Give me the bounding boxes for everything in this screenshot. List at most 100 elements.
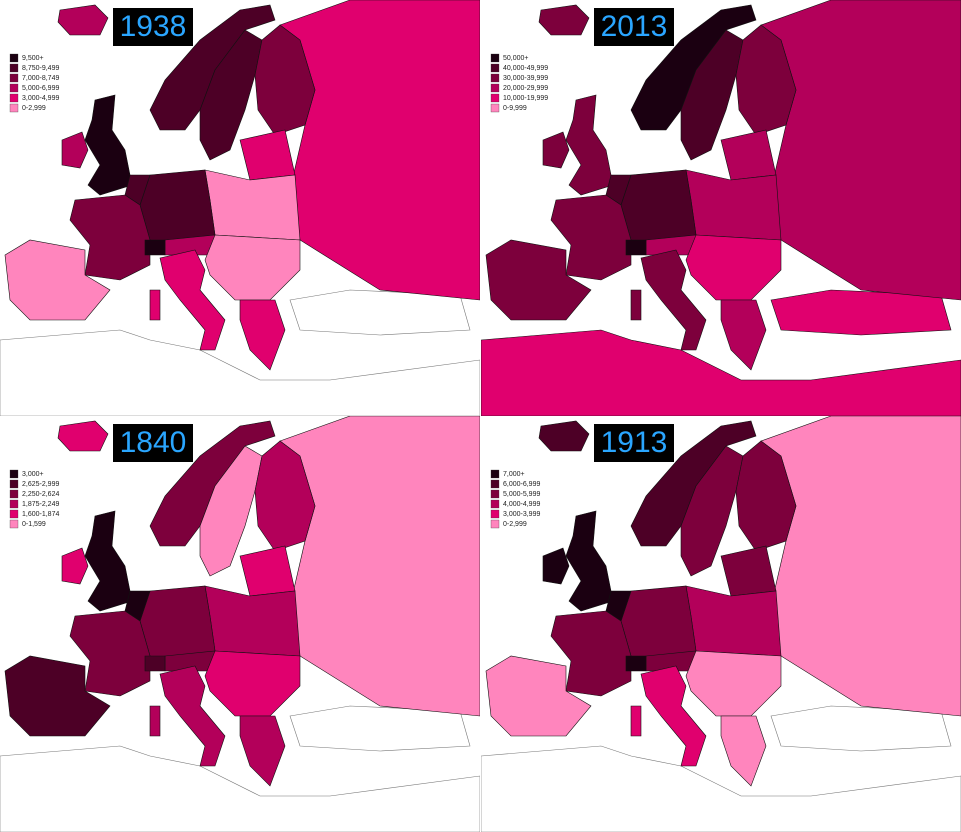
- region-sweden: [199, 29, 263, 161]
- legend-label: 5,000-5,999: [503, 491, 540, 498]
- region-france: [69, 610, 151, 697]
- region-ireland: [61, 547, 89, 585]
- legend-label: 5,000-6,999: [22, 85, 59, 92]
- region-turkey: [289, 289, 471, 336]
- region-italy: [159, 249, 226, 351]
- region-sweden: [199, 445, 263, 577]
- map-panel: 2013 50,000+ 40,000-49,999 30,000-39,999 20,…: [481, 0, 961, 416]
- legend-swatch: [9, 83, 19, 93]
- region-poland: [204, 169, 301, 241]
- title-box: [113, 424, 193, 462]
- legend-label: 1,600-1,874: [22, 511, 59, 518]
- region-sweden: [680, 29, 744, 161]
- region-swiss: [144, 239, 166, 256]
- region-swiss: [625, 655, 647, 672]
- legend-swatch: [490, 93, 500, 103]
- legend-swatch: [9, 103, 19, 113]
- region-turkey: [770, 289, 952, 336]
- map-area: [481, 416, 961, 832]
- region-norway: [149, 4, 276, 131]
- region-greece: [239, 715, 286, 787]
- legend-label: 7,000-8,749: [22, 75, 59, 82]
- legend-swatch: [9, 63, 19, 73]
- legend-label: 3,000-3,999: [503, 511, 540, 518]
- region-france: [69, 194, 151, 281]
- region-sardinia: [149, 289, 161, 321]
- legend-swatch: [9, 519, 19, 529]
- legend-swatch: [490, 499, 500, 509]
- legend-swatch: [490, 103, 500, 113]
- region-iceland: [538, 420, 590, 452]
- title-box: [113, 8, 193, 46]
- legend-label: 10,000-19,999: [503, 95, 548, 102]
- map-panel: 1913 7,000+ 6,000-6,999 5,000-5,999 4,000-4,…: [481, 416, 961, 832]
- legend-label: 8,750-9,499: [22, 65, 59, 72]
- legend-swatch: [490, 519, 500, 529]
- legend-label: 1,875-2,249: [22, 501, 59, 508]
- map-area: [0, 416, 480, 832]
- region-poland: [204, 585, 301, 657]
- legend-label: 0-2,999: [22, 105, 46, 112]
- region-italy: [159, 665, 226, 767]
- region-swiss: [625, 239, 647, 256]
- legend-label: 0-9,999: [503, 105, 527, 112]
- region-finland: [735, 440, 797, 552]
- region-iceland: [538, 4, 590, 36]
- region-swiss: [144, 655, 166, 672]
- region-greece: [720, 299, 767, 371]
- region-italy: [640, 665, 707, 767]
- panel-title: 1938: [120, 10, 187, 43]
- title-box: [594, 424, 674, 462]
- region-ireland: [542, 131, 570, 169]
- region-norway: [630, 4, 757, 131]
- legend-label: 2,250-2,624: [22, 491, 59, 498]
- legend-swatch: [9, 53, 19, 63]
- legend-label: 50,000+: [503, 55, 529, 62]
- map-panel: 1938 9,500+ 8,750-9,499 7,000-8,749 5,000-6,…: [0, 0, 480, 416]
- region-france: [550, 610, 632, 697]
- legend-label: 4,000-4,999: [503, 501, 540, 508]
- region-sardinia: [630, 705, 642, 737]
- region-africa: [481, 745, 961, 832]
- region-ireland: [61, 131, 89, 169]
- legend-swatch: [9, 469, 19, 479]
- legend-label: 7,000+: [503, 471, 525, 478]
- legend-label: 0-2,999: [503, 521, 527, 528]
- region-greece: [239, 299, 286, 371]
- region-uk: [84, 94, 133, 196]
- legend-label: 9,500+: [22, 55, 44, 62]
- title-box: [594, 8, 674, 46]
- panel-title: 2013: [601, 10, 668, 43]
- region-france: [550, 194, 632, 281]
- legend-swatch: [490, 73, 500, 83]
- legend-label: 40,000-49,999: [503, 65, 548, 72]
- region-iceland: [57, 4, 109, 36]
- region-africa: [0, 745, 480, 832]
- region-turkey: [770, 705, 952, 752]
- region-sardinia: [630, 289, 642, 321]
- legend-swatch: [490, 469, 500, 479]
- region-iceland: [57, 420, 109, 452]
- legend-swatch: [490, 63, 500, 73]
- region-iberia: [485, 655, 592, 737]
- legend-swatch: [9, 499, 19, 509]
- region-italy: [640, 249, 707, 351]
- region-greece: [720, 715, 767, 787]
- legend-swatch: [9, 479, 19, 489]
- legend-swatch: [9, 489, 19, 499]
- region-iberia: [4, 655, 111, 737]
- region-poland: [685, 169, 782, 241]
- legend-swatch: [9, 73, 19, 83]
- map-area: [0, 0, 480, 416]
- legend-label: 20,000-29,999: [503, 85, 548, 92]
- legend-swatch: [490, 53, 500, 63]
- legend-swatch: [9, 509, 19, 519]
- map-panel: 1840 3,000+ 2,625-2,999 2,250-2,624 1,875-2,…: [0, 416, 480, 832]
- panel-title: 1913: [601, 426, 668, 459]
- region-poland: [685, 585, 782, 657]
- legend-swatch: [490, 509, 500, 519]
- region-uk: [565, 510, 614, 612]
- region-iberia: [4, 239, 111, 321]
- region-finland: [254, 440, 316, 552]
- legend-swatch: [490, 83, 500, 93]
